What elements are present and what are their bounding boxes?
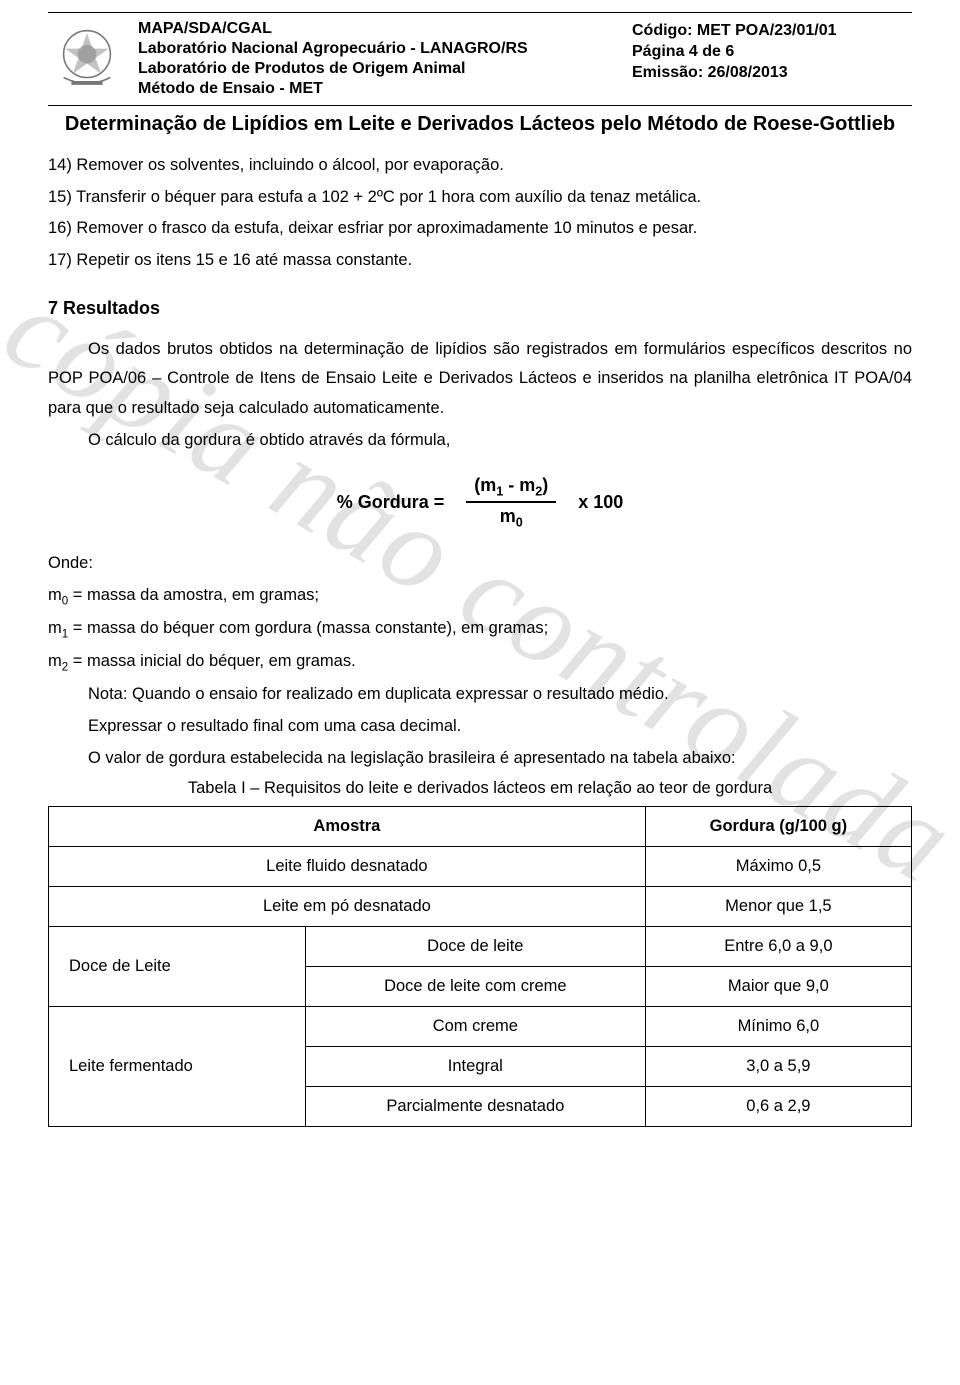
- valor-line: O valor de gordura estabelecida na legis…: [48, 744, 912, 774]
- table-row: Leite fluido desnatado Máximo 0,5: [49, 847, 912, 887]
- header-meta-block: Código: MET POA/23/01/01 Página 4 de 6 E…: [632, 19, 912, 83]
- results-para-1: Os dados brutos obtidos na determinação …: [48, 335, 912, 424]
- nota-line: Nota: Quando o ensaio for realizado em d…: [48, 680, 912, 710]
- fraction-bar: [466, 501, 556, 503]
- section-7-body: Os dados brutos obtidos na determinação …: [48, 335, 912, 456]
- formula-lhs: % Gordura =: [337, 492, 445, 513]
- den-m: m: [500, 506, 516, 526]
- procedure-steps: 14) Remover os solventes, incluindo o ál…: [48, 151, 912, 276]
- formula-block: % Gordura = (m1 - m2) m0 x 100: [48, 474, 912, 532]
- section-7-heading: 7 Resultados: [48, 298, 912, 319]
- formula-times: x 100: [578, 492, 623, 513]
- def-m2: m2 = massa inicial do béquer, em gramas.: [48, 647, 912, 678]
- cell-subsample: Parcialmente desnatado: [305, 1087, 645, 1127]
- cell-subsample: Doce de leite com creme: [305, 967, 645, 1007]
- m1-post: = massa do béquer com gordura (massa con…: [68, 619, 548, 637]
- org-line-4: Método de Ensaio - MET: [138, 79, 620, 99]
- org-line-2: Laboratório Nacional Agropecuário - LANA…: [138, 39, 620, 59]
- formula-denominator: m0: [492, 505, 531, 531]
- header-rule-top: [48, 12, 912, 13]
- m1-pre: m: [48, 619, 62, 637]
- org-line-1: MAPA/SDA/CGAL: [138, 19, 620, 39]
- header-org-block: MAPA/SDA/CGAL Laboratório Nacional Agrop…: [138, 19, 620, 99]
- m2-pre: m: [48, 652, 62, 670]
- express-line: Expressar o resultado final com uma casa…: [48, 712, 912, 742]
- num-left: (m: [474, 475, 496, 495]
- doc-page: Página 4 de 6: [632, 42, 912, 63]
- num-right: ): [542, 475, 548, 495]
- doc-code: Código: MET POA/23/01/01: [632, 21, 912, 42]
- cell-value: Menor que 1,5: [645, 887, 911, 927]
- table-row: Doce de Leite Doce de leite Entre 6,0 a …: [49, 927, 912, 967]
- onde-label: Onde:: [48, 549, 912, 579]
- den-sub: 0: [516, 516, 523, 530]
- m0-post: = massa da amostra, em gramas;: [68, 586, 319, 604]
- doc-emission: Emissão: 26/08/2013: [632, 63, 912, 84]
- org-line-3: Laboratório de Produtos de Origem Animal: [138, 59, 620, 79]
- step-15: 15) Transferir o béquer para estufa a 10…: [48, 183, 912, 213]
- document-title: Determinação de Lipídios em Leite e Deri…: [48, 112, 912, 137]
- cell-value: Maior que 9,0: [645, 967, 911, 1007]
- cell-subsample: Doce de leite: [305, 927, 645, 967]
- def-m1: m1 = massa do béquer com gordura (massa …: [48, 614, 912, 645]
- formula-numerator: (m1 - m2): [466, 474, 556, 500]
- m0-pre: m: [48, 586, 62, 604]
- cell-value: Mínimo 6,0: [645, 1007, 911, 1047]
- results-para-2: O cálculo da gordura é obtido através da…: [48, 426, 912, 456]
- col-gordura: Gordura (g/100 g): [645, 807, 911, 847]
- def-m0: m0 = massa da amostra, em gramas;: [48, 581, 912, 612]
- cell-value: Entre 6,0 a 9,0: [645, 927, 911, 967]
- cell-group: Doce de Leite: [49, 927, 306, 1007]
- step-16: 16) Remover o frasco da estufa, deixar e…: [48, 214, 912, 244]
- cell-value: 0,6 a 2,9: [645, 1087, 911, 1127]
- definitions-block: Onde: m0 = massa da amostra, em gramas; …: [48, 549, 912, 773]
- step-17: 17) Repetir os itens 15 e 16 até massa c…: [48, 246, 912, 276]
- col-amostra: Amostra: [49, 807, 646, 847]
- cell-sample: Leite em pó desnatado: [49, 887, 646, 927]
- step-14: 14) Remover os solventes, incluindo o ál…: [48, 151, 912, 181]
- header-rule-bottom: [48, 105, 912, 106]
- formula-fraction: (m1 - m2) m0: [466, 474, 556, 532]
- m2-post: = massa inicial do béquer, em gramas.: [68, 652, 356, 670]
- requirements-table: Amostra Gordura (g/100 g) Leite fluido d…: [48, 806, 912, 1127]
- brazil-coat-of-arms-icon: [48, 19, 126, 97]
- cell-value: Máximo 0,5: [645, 847, 911, 887]
- table-header-row: Amostra Gordura (g/100 g): [49, 807, 912, 847]
- table-row: Leite fermentado Com creme Mínimo 6,0: [49, 1007, 912, 1047]
- num-mid: - m: [503, 475, 535, 495]
- cell-group: Leite fermentado: [49, 1007, 306, 1127]
- cell-subsample: Com creme: [305, 1007, 645, 1047]
- document-header: MAPA/SDA/CGAL Laboratório Nacional Agrop…: [48, 15, 912, 103]
- cell-value: 3,0 a 5,9: [645, 1047, 911, 1087]
- table-caption: Tabela I – Requisitos do leite e derivad…: [48, 779, 912, 798]
- cell-sample: Leite fluido desnatado: [49, 847, 646, 887]
- table-row: Leite em pó desnatado Menor que 1,5: [49, 887, 912, 927]
- cell-subsample: Integral: [305, 1047, 645, 1087]
